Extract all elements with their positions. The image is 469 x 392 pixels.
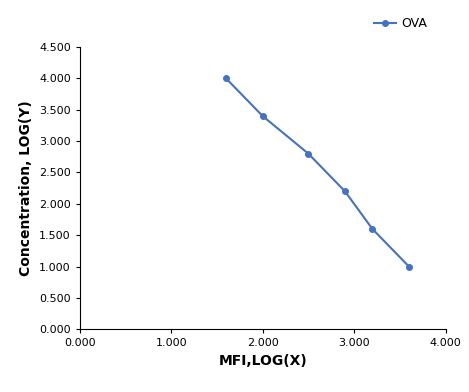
Y-axis label: Concentration, LOG(Y): Concentration, LOG(Y) (19, 100, 33, 276)
OVA (370, 227, 375, 231)
Legend: OVA: OVA (369, 12, 432, 35)
Line: OVA: OVA (223, 76, 412, 269)
OVA (342, 189, 348, 194)
OVA (260, 114, 265, 118)
OVA (305, 151, 311, 156)
X-axis label: MFI,LOG(X): MFI,LOG(X) (218, 354, 307, 368)
OVA (406, 264, 412, 269)
OVA (223, 76, 229, 81)
